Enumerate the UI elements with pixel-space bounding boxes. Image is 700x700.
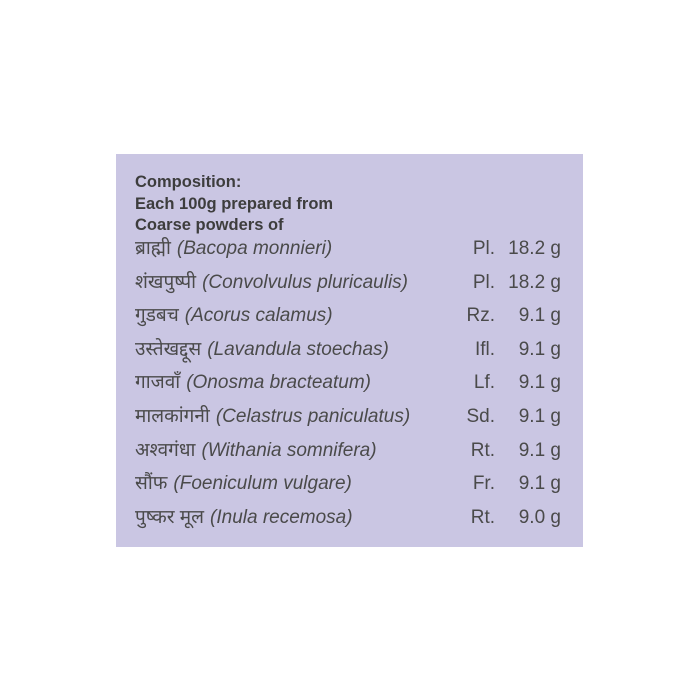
ingredient-latin-name: (Bacopa monnieri) <box>176 238 333 259</box>
ingredient-part: Rt. <box>470 506 495 528</box>
ingredient-row: सौंफ (Foeniculum vulgare) Fr. 9.1 g <box>135 467 563 501</box>
ingredient-latin-name: (Inula recemosa) <box>210 506 353 528</box>
ingredient-row: गाजवाँ (Onosma bracteatum) Lf. 9.1 g <box>135 366 563 400</box>
ingredient-row: अश्वगंधा (Withania somnifera) Rt. 9.1 g <box>135 434 563 468</box>
ingredient-amount: 9.1 g <box>518 405 561 427</box>
ingredient-part: Lf. <box>473 372 495 394</box>
ingredient-hindi-name: ब्राह्मी <box>135 238 171 259</box>
ingredient-amount: 9.1 g <box>518 338 561 360</box>
ingredient-hindi-name: शंखपुष्पी <box>135 271 197 293</box>
ingredient-row: पुष्कर मूल (Inula recemosa) Rt. 9.0 g <box>135 501 563 535</box>
ingredient-amount: 9.1 g <box>518 439 561 461</box>
ingredient-part: Rt. <box>470 439 495 461</box>
ingredient-latin-name: (Withania somnifera) <box>201 439 377 461</box>
ingredient-row: उस्तेखद्दूस (Lavandula stoechas) Ifl. 9.1 g <box>135 333 563 367</box>
ingredient-amount: 9.0 g <box>518 506 561 528</box>
ingredient-row: शंखपुष्पी (Convolvulus pluricaulis) Pl. 18.… <box>135 266 563 300</box>
heading-line-1: Composition: <box>135 173 242 191</box>
ingredient-list: ब्राह्मी (Bacopa monnieri) Pl. 18.2 g शंखपुष… <box>135 232 563 534</box>
ingredient-amount: 9.1 g <box>518 305 561 327</box>
ingredient-latin-name: (Lavandula stoechas) <box>207 338 389 360</box>
ingredient-latin-name: (Acorus calamus) <box>184 305 333 327</box>
ingredient-latin-name: (Foeniculum vulgare) <box>173 473 352 495</box>
ingredient-row: मालकांगनी (Celastrus paniculatus) Sd. 9.1 g <box>135 400 563 434</box>
ingredient-part: Pl. <box>472 238 495 259</box>
ingredient-latin-name: (Convolvulus pluricaulis) <box>202 271 409 293</box>
ingredient-hindi-name: पुष्कर मूल <box>135 506 205 528</box>
composition-panel: Composition: Each 100g prepared from Coa… <box>116 154 583 547</box>
composition-heading: Composition: Each 100g prepared from Coa… <box>135 172 333 237</box>
heading-line-2: Each 100g prepared from <box>135 194 334 213</box>
ingredient-amount: 18.2 g <box>508 271 561 293</box>
ingredient-part: Ifl. <box>474 338 495 360</box>
ingredient-hindi-name: अश्वगंधा <box>135 439 196 461</box>
ingredient-part: Pl. <box>472 271 495 293</box>
ingredient-hindi-name: गाजवाँ <box>135 372 181 394</box>
ingredient-row: ब्राह्मी (Bacopa monnieri) Pl. 18.2 g <box>135 232 563 266</box>
ingredient-amount: 18.2 g <box>508 238 561 259</box>
ingredient-part: Fr. <box>472 473 495 495</box>
heading-line-3: Coarse powders of <box>135 216 284 234</box>
ingredient-hindi-name: मालकांगनी <box>135 405 210 427</box>
ingredient-hindi-name: उस्तेखद्दूस <box>135 338 202 360</box>
ingredient-amount: 9.1 g <box>518 372 561 394</box>
ingredient-part: Rz. <box>466 305 496 327</box>
ingredient-latin-name: (Celastrus paniculatus) <box>215 405 411 427</box>
ingredient-latin-name: (Onosma bracteatum) <box>186 372 371 394</box>
ingredient-amount: 9.1 g <box>518 473 561 495</box>
ingredient-part: Sd. <box>466 405 495 427</box>
ingredient-hindi-name: सौंफ <box>135 473 168 495</box>
ingredient-hindi-name: गुडबच <box>135 305 179 327</box>
ingredient-row: गुडबच (Acorus calamus) Rz. 9.1 g <box>135 299 563 333</box>
